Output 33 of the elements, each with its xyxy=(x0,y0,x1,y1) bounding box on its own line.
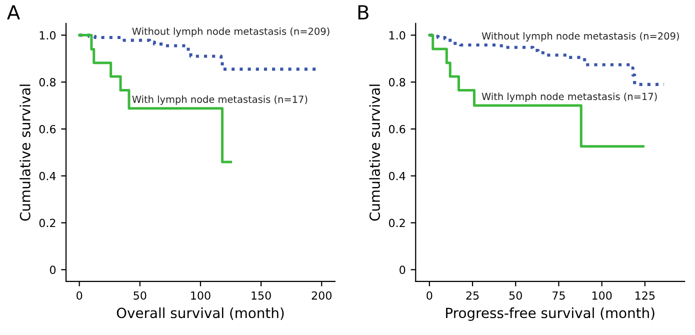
x-tick-label: 0 xyxy=(426,291,432,300)
y-tick-label: 0.8 xyxy=(388,78,406,86)
y-tick-label: 0.4 xyxy=(388,172,406,180)
y-tick-label: 0.8 xyxy=(39,78,56,86)
x-axis-title: Progress-free survival (month) xyxy=(446,307,654,321)
y-tick-label: 0.6 xyxy=(39,124,56,134)
x-tick-label: 75 xyxy=(552,291,565,300)
x-tick-label: 25 xyxy=(466,291,479,300)
series-label: With lymph node metastasis (n=17) xyxy=(482,92,657,102)
series-label: Without lymph node metastasis (n=209) xyxy=(482,32,679,42)
series-label: Without lymph node metastasis (n=209) xyxy=(132,27,330,37)
chart-title: B xyxy=(358,5,368,20)
y-tick-label: 0.6 xyxy=(388,124,406,134)
x-tick-label: 50 xyxy=(134,291,146,300)
y-tick-label: 0.4 xyxy=(39,172,56,180)
x-tick-label: 125 xyxy=(636,291,655,300)
y-axis-title: Cumulative survival xyxy=(20,84,30,221)
chart-title: A xyxy=(7,5,20,20)
y-axis-title: Cumulative survival xyxy=(369,84,380,221)
y-tick-label: 0 xyxy=(400,266,406,274)
x-tick-label: 200 xyxy=(312,291,332,300)
series-label: With lymph node metastasis (n=17) xyxy=(132,95,308,105)
x-tick-label: 150 xyxy=(252,291,271,300)
x-axis-title: Overall survival (month) xyxy=(116,307,284,320)
x-tick-label: 50 xyxy=(509,291,522,300)
y-tick-label: 1.0 xyxy=(40,31,56,40)
x-tick-label: 100 xyxy=(191,291,210,300)
x-tick-label: 0 xyxy=(76,291,82,300)
x-tick-label: 100 xyxy=(592,291,612,300)
y-tick-label: 0 xyxy=(50,266,56,274)
y-tick-label: 1.0 xyxy=(389,31,406,40)
y-tick-label: 0.2 xyxy=(39,218,56,228)
y-tick-label: 0.2 xyxy=(388,218,405,228)
